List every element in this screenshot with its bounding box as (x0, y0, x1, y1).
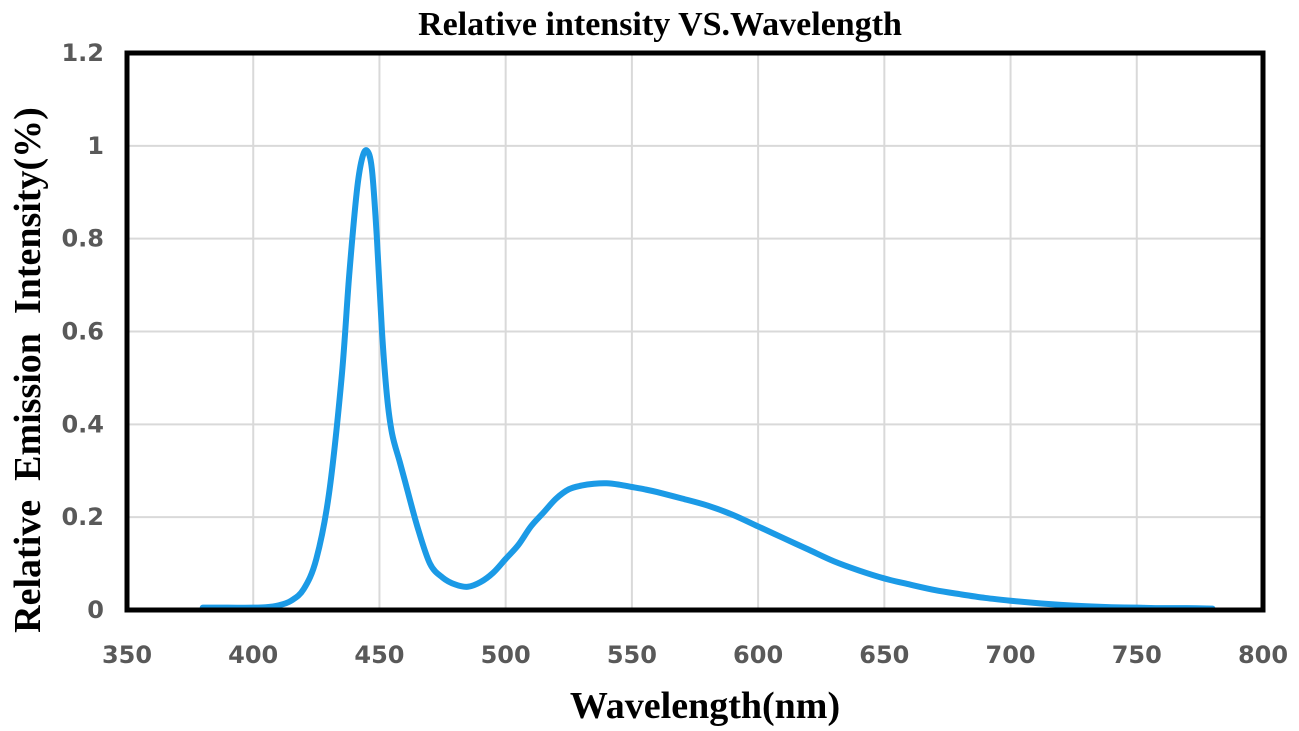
series-line-0 (199, 147, 1216, 612)
x-axis-title: Wavelength(nm) (570, 685, 840, 727)
x-tick-label: 700 (986, 641, 1036, 669)
x-tick-label: 550 (607, 641, 657, 669)
x-tick-label: 500 (481, 641, 531, 669)
y-tick-labels: 0 0.2 0.4 0.6 0.8 1 1.2 (61, 39, 104, 624)
plot-frame (124, 50, 1266, 613)
y-axis-title: Relative Emission Intensity(%) (7, 107, 49, 633)
x-tick-label: 800 (1238, 641, 1288, 669)
y-tick-label: 0.8 (61, 225, 104, 253)
y-tick-label: 0.2 (61, 503, 104, 531)
x-tick-label: 650 (859, 641, 909, 669)
y-tick-label: 0.6 (61, 318, 104, 346)
y-tick-label: 0.4 (61, 410, 104, 438)
x-tick-labels: 350 400 450 500 550 600 650 700 750 800 (102, 641, 1288, 669)
y-tick-label: 0 (87, 596, 104, 624)
x-tick-label: 400 (228, 641, 278, 669)
x-tick-label: 750 (1112, 641, 1162, 669)
chart-title: Relative intensity VS.Wavelength (418, 6, 902, 43)
x-tick-label: 350 (102, 641, 152, 669)
plot-series (199, 147, 1216, 612)
gridlines (126, 52, 1264, 611)
y-tick-label: 1 (87, 132, 104, 160)
x-tick-label: 450 (354, 641, 404, 669)
y-tick-label: 1.2 (61, 39, 104, 67)
x-tick-label: 600 (733, 641, 783, 669)
